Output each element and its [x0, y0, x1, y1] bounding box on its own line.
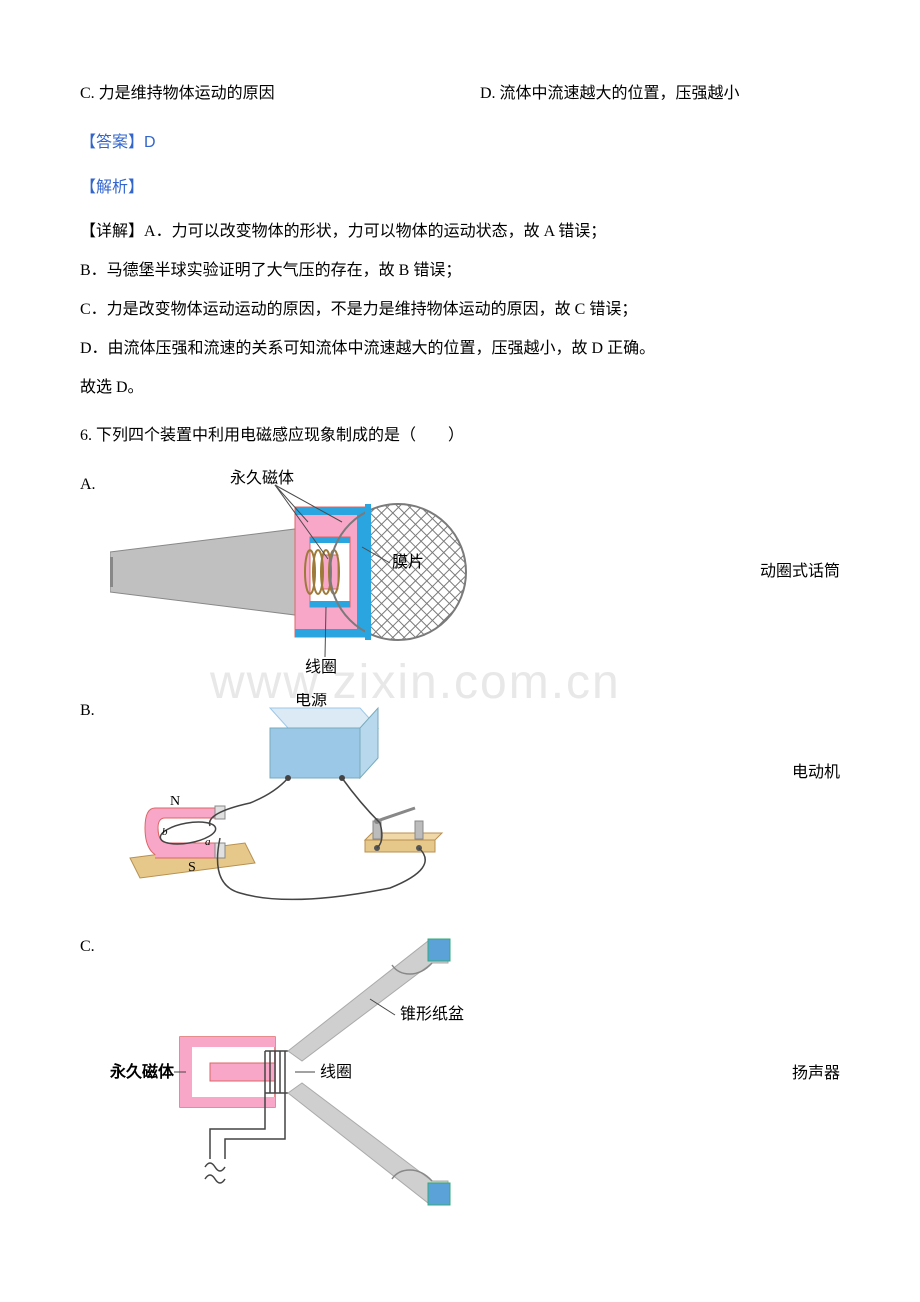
q5-detail-a: 【详解】A．力可以改变物体的形状，力可以物体的运动状态，故 A 错误；: [80, 218, 840, 247]
choice-b-letter: B.: [80, 693, 110, 726]
q5-line-b: B．马德堡半球实验证明了大气压的存在，故 B 错误；: [80, 257, 840, 286]
choice-c-letter: C.: [80, 929, 110, 962]
figure-c: 永久磁体 线圈 锥形纸盆: [110, 929, 852, 1219]
figA-label-membrane: 膜片: [392, 553, 424, 571]
figure-b: 电源 N S b a: [110, 693, 832, 913]
svg-text:b: b: [162, 826, 168, 838]
figA-label-coil: 线圈: [305, 658, 337, 676]
figB-label-n: N: [170, 794, 180, 809]
q5-option-d: D. 流体中流速越大的位置，压强越小: [480, 80, 840, 109]
answer-label: 【答案】: [80, 134, 144, 151]
q5-option-c: C. 力是维持物体运动的原因: [80, 80, 440, 109]
figC-label-magnet: 永久磁体: [110, 1062, 175, 1081]
answer-value: D: [144, 134, 156, 151]
q5-conclusion: 故选 D。: [80, 374, 840, 403]
figC-label-coil: 线圈: [320, 1063, 352, 1081]
svg-text:a: a: [205, 836, 211, 848]
q5-line-d: D．由流体压强和流速的关系可知流体中流速越大的位置，压强越小，故 D 正确。: [80, 335, 840, 364]
choice-c-caption: 扬声器: [792, 1060, 840, 1089]
detail-prefix: 【详解】: [80, 223, 144, 240]
choice-a-caption: 动圈式话筒: [760, 558, 840, 587]
q5-answer: 【答案】D: [80, 129, 840, 158]
choice-a-letter: A.: [80, 467, 110, 500]
q6-choice-a: A.: [80, 467, 840, 677]
choice-b-caption: 电动机: [792, 759, 840, 788]
q5-options-cd: C. 力是维持物体运动的原因 D. 流体中流速越大的位置，压强越小: [80, 80, 840, 109]
q5-line-a: A．力可以改变物体的形状，力可以物体的运动状态，故 A 错误；: [144, 223, 606, 240]
q6-stem: 6. 下列四个装置中利用电磁感应现象制成的是（ ）: [80, 422, 840, 451]
figB-label-s: S: [188, 860, 196, 875]
figA-label-magnet: 永久磁体: [230, 469, 294, 487]
figC-label-cone: 锥形纸盆: [400, 1005, 464, 1023]
q5-line-c: C．力是改变物体运动运动的原因，不是力是维持物体运动的原因，故 C 错误；: [80, 296, 840, 325]
figure-a: 永久磁体 膜片 线圈: [110, 467, 752, 677]
figB-label-source: 电源: [295, 693, 327, 709]
q6-choice-c: C.: [80, 929, 840, 1219]
q6-choice-b: B. 电源 N S b a: [80, 693, 840, 913]
q5-analysis-label: 【解析】: [80, 174, 840, 203]
